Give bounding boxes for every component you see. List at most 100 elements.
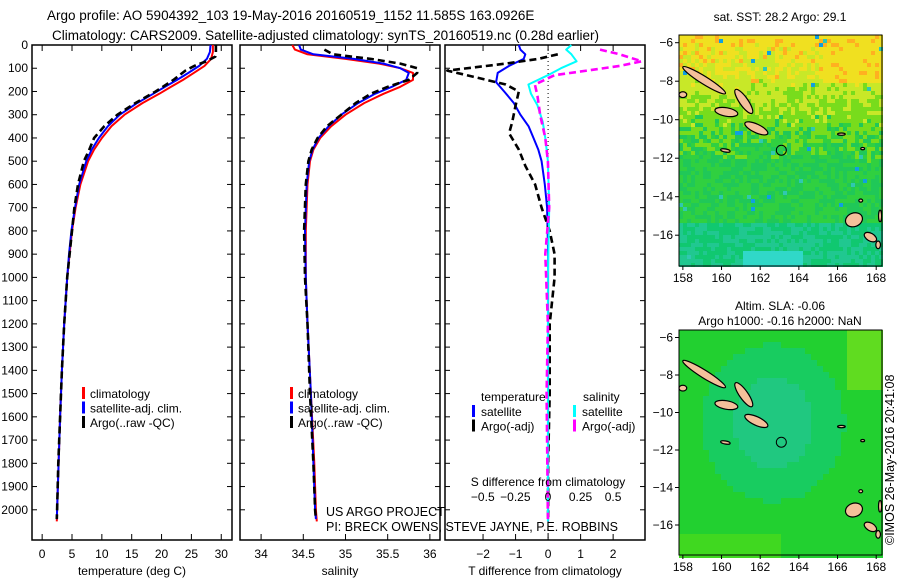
map-cell [807,51,811,55]
map-cell [781,498,787,504]
map-cell [811,43,815,47]
map-cell [843,199,847,203]
map-cell [691,432,697,438]
s-tick-label: −0.25 [500,490,531,504]
map-cell [859,119,863,123]
map-cell [743,71,747,75]
legend-label: satellite-adj. clim. [90,402,182,416]
map-cell [875,195,879,199]
map-cell [723,55,727,59]
map-cell [783,255,787,259]
map-cell [831,231,835,235]
map-cell [699,87,703,91]
map-cell [819,159,823,163]
map-cell [823,456,829,462]
map-cell [747,175,751,179]
map-cell [719,167,723,171]
map-cell [711,195,715,199]
map-cell [823,111,827,115]
map-cell [827,223,831,227]
map-cell [831,207,835,211]
map-cell [703,462,709,468]
map-cell [697,522,703,528]
map-cell [763,474,769,480]
map-cell [763,540,769,546]
map-cell [733,366,739,372]
map-cell [719,179,723,183]
map-cell [815,191,819,195]
map-cell [703,179,707,183]
map-cell [699,131,703,135]
map-cell [735,79,739,83]
map-cell [735,259,739,263]
map-cell [831,255,835,259]
map-cell [839,123,843,127]
map-cell [757,498,763,504]
map-cell [727,79,731,83]
map-cell [699,223,703,227]
map-cell [847,239,851,243]
map-cell [855,235,859,239]
map-cell [827,139,831,143]
map-cell [859,516,865,522]
map-cell [823,390,829,396]
map-cell [853,354,859,360]
map-cell [767,163,771,167]
map-cell [815,119,819,123]
lat-tick-label: −8 [659,74,673,88]
map-cell [703,456,709,462]
profile-panel-0 [31,44,233,541]
map-cell [679,510,685,516]
map-cell [763,103,767,107]
map-cell [867,199,871,203]
map-cell [839,107,843,111]
map-cell [783,127,787,131]
map-cell [763,167,767,171]
map-cell [875,135,879,139]
map-cell [863,51,867,55]
map-cell [735,199,739,203]
map-cell [711,67,715,71]
map-cell [807,103,811,107]
map-cell [703,95,707,99]
map-cell [791,147,795,151]
map-cell [863,199,867,203]
map-cell [819,127,823,131]
map-cell [709,402,715,408]
legend-swatch [82,401,85,414]
map-cell [747,215,751,219]
map-cell [839,167,843,171]
map-cell [835,71,839,75]
map-cell [795,183,799,187]
map-cell [843,147,847,151]
map-cell [823,462,829,468]
map-cell [685,534,691,540]
map-cell [871,247,875,251]
map-cell [687,115,691,119]
map-cell [727,67,731,71]
map-cell [823,255,827,259]
map-cell [727,456,733,462]
map-cell [791,239,795,243]
map-cell [687,143,691,147]
map-cell [763,151,767,155]
map-cell [743,75,747,79]
map-cell [847,159,851,163]
map-cell [771,171,775,175]
map-cell [877,426,883,432]
map-cell [691,127,695,131]
map-cell [871,498,877,504]
map-cell [855,67,859,71]
map-cell [727,366,733,372]
map-cell [831,223,835,227]
map-cell [683,155,687,159]
map-cell [803,163,807,167]
map-cell [711,163,715,167]
map-cell [855,187,859,191]
map-cell [735,231,739,235]
map-cell [769,348,775,354]
map-cell [803,51,807,55]
map-cell [867,159,871,163]
map-cell [719,219,723,223]
map-cell [711,223,715,227]
